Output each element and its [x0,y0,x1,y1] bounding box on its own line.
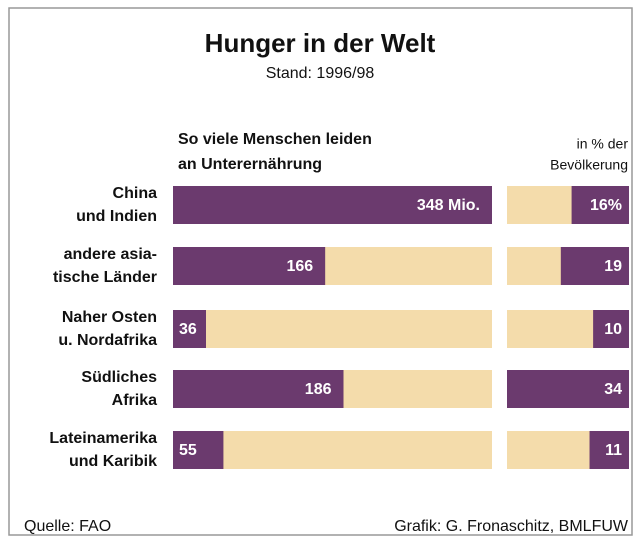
category-label: u. Nordafrika [58,332,157,349]
value-label: 10 [604,321,622,338]
value-label: 16% [590,197,622,214]
bar [593,310,629,348]
category-label: Lateinamerika [49,430,157,447]
panel-header: So viele Menschen leiden [178,131,372,148]
bar-track [173,431,492,469]
chart-title: Hunger in der Welt [205,28,436,58]
category-label: und Indien [76,208,157,225]
value-label: 19 [604,258,622,275]
category-label: Afrika [112,392,157,409]
value-label: 36 [179,321,197,338]
bar [560,247,629,285]
value-label: 11 [605,442,622,459]
bar [507,370,629,408]
value-label: 55 [179,442,197,459]
credit: Grafik: G. Fronaschitz, BMLFUW [394,518,629,535]
bar [173,247,326,285]
value-label: 166 [286,258,313,275]
value-label: 348 Mio. [417,197,480,214]
category-label: Naher Osten [62,309,157,326]
panel-header: Bevölkerung [550,157,628,173]
source: Quelle: FAO [24,518,111,535]
category-label: andere asia- [64,246,157,263]
panel-header: an Unterernährung [178,156,322,173]
category-label: und Karibik [69,453,157,470]
chart-subtitle: Stand: 1996/98 [266,65,375,82]
category-label: tische Länder [53,269,157,286]
value-label: 34 [604,381,622,398]
bar [571,186,629,224]
bar [173,431,224,469]
panel-header: in % der [577,136,629,152]
bar [589,431,629,469]
category-label: China [113,185,158,202]
bar-track [173,310,492,348]
bar [173,186,492,224]
bar [173,310,206,348]
value-label: 186 [305,381,332,398]
category-label: Südliches [81,369,157,386]
bar [173,370,344,408]
